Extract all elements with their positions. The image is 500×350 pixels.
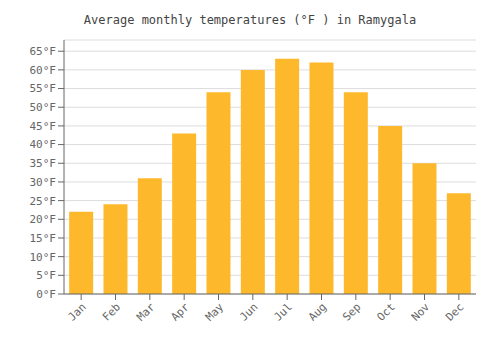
svg-text:Apr: Apr	[169, 300, 193, 324]
svg-text:Oct: Oct	[375, 300, 398, 323]
svg-text:55°F: 55°F	[30, 82, 57, 95]
svg-text:65°F: 65°F	[30, 45, 57, 58]
svg-text:15°F: 15°F	[30, 232, 57, 245]
svg-text:Jul: Jul	[272, 300, 295, 323]
svg-text:Sep: Sep	[340, 300, 363, 323]
svg-text:5°F: 5°F	[36, 269, 56, 282]
svg-text:25°F: 25°F	[30, 195, 57, 208]
svg-text:Jun: Jun	[237, 300, 260, 323]
svg-text:20°F: 20°F	[30, 213, 57, 226]
svg-text:50°F: 50°F	[30, 101, 57, 114]
svg-text:Dec: Dec	[443, 300, 466, 323]
svg-text:0°F: 0°F	[36, 288, 56, 301]
svg-text:30°F: 30°F	[30, 176, 57, 189]
svg-text:Jan: Jan	[66, 300, 89, 323]
svg-text:Mar: Mar	[134, 300, 158, 324]
svg-text:10°F: 10°F	[30, 251, 57, 264]
svg-text:45°F: 45°F	[30, 120, 57, 133]
svg-text:35°F: 35°F	[30, 157, 57, 170]
svg-text:Nov: Nov	[409, 300, 433, 324]
html-text:Average monthly temperatures (: Average monthly temperatures (°F ) in Ra…	[83, 13, 417, 27]
svg-text:May: May	[203, 300, 227, 324]
svg-text:Feb: Feb	[100, 300, 123, 323]
svg-text:40°F: 40°F	[30, 138, 57, 151]
svg-text:Aug: Aug	[306, 300, 329, 323]
svg-text:60°F: 60°F	[30, 64, 57, 77]
